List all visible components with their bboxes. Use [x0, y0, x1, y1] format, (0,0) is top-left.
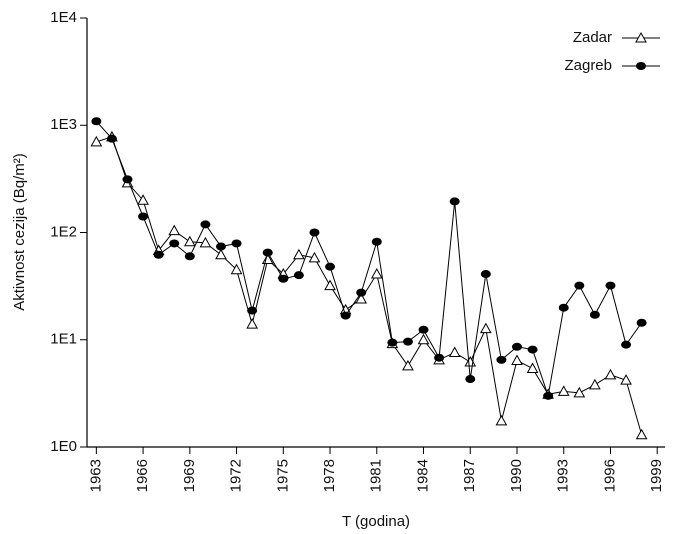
x-tick-label: 1990 [508, 459, 525, 492]
marker [543, 391, 554, 400]
marker [558, 303, 569, 312]
marker [200, 220, 211, 229]
marker [418, 325, 429, 334]
marker [106, 134, 117, 143]
marker [480, 270, 491, 279]
marker [387, 338, 398, 347]
marker [495, 414, 508, 426]
marker [246, 318, 258, 329]
marker [138, 212, 149, 221]
marker [168, 224, 181, 236]
series-line [96, 136, 643, 435]
marker [605, 281, 616, 290]
marker [604, 368, 617, 380]
x-tick-label: 1963 [87, 459, 104, 492]
x-tick-label: 1975 [274, 459, 291, 492]
marker [324, 279, 336, 291]
marker [371, 237, 382, 246]
marker [573, 386, 586, 398]
marker [496, 355, 507, 364]
x-tick-label: 1972 [228, 459, 245, 492]
marker [356, 288, 367, 297]
marker [465, 375, 476, 384]
marker [137, 194, 149, 205]
y-tick-label: 1E1 [50, 331, 77, 348]
marker [90, 135, 103, 147]
y-tick-label: 1E3 [50, 116, 77, 133]
marker [355, 292, 368, 304]
marker [527, 345, 538, 354]
marker [635, 428, 648, 440]
marker [169, 239, 180, 248]
marker [635, 31, 647, 43]
marker [91, 117, 102, 126]
y-tick-label: 1E4 [50, 9, 77, 26]
marker [402, 337, 413, 346]
marker [589, 310, 600, 319]
marker [636, 62, 646, 70]
marker [370, 267, 383, 279]
series-line [95, 120, 643, 396]
marker [417, 333, 430, 345]
marker [340, 311, 351, 320]
marker [325, 262, 336, 271]
x-tick-label: 1987 [461, 459, 478, 492]
y-tick-label: 1E2 [50, 223, 77, 240]
legend-label: Zadar [573, 29, 612, 46]
x-tick-label: 1999 [648, 459, 665, 492]
marker [574, 281, 585, 290]
marker [184, 252, 195, 261]
marker [449, 197, 460, 206]
marker [526, 362, 539, 373]
marker [621, 340, 632, 349]
x-tick-label: 1993 [555, 459, 572, 492]
x-tick-label: 1984 [414, 459, 431, 492]
marker [215, 248, 227, 260]
x-tick-label: 1966 [134, 459, 151, 492]
marker [434, 353, 445, 362]
marker [308, 251, 321, 263]
x-axis-label: T (godina) [342, 513, 410, 530]
x-tick-label: 1969 [181, 459, 198, 492]
x-tick-label: 1981 [368, 459, 385, 492]
marker [199, 236, 212, 248]
marker [215, 242, 226, 251]
marker [153, 250, 164, 259]
marker [402, 359, 414, 371]
marker [278, 274, 289, 283]
marker [636, 318, 647, 327]
legend-label: Zagreb [564, 57, 612, 74]
marker [620, 374, 632, 385]
marker [589, 378, 601, 390]
marker [247, 306, 258, 315]
marker [230, 263, 243, 275]
marker [262, 248, 273, 257]
marker [231, 239, 242, 248]
marker [293, 271, 304, 280]
marker [511, 354, 523, 366]
marker [309, 228, 320, 237]
y-tick-label: 1E0 [50, 438, 77, 455]
x-tick-label: 1978 [321, 459, 338, 492]
marker [293, 248, 305, 260]
y-axis-label: Aktivnost cezija (Bq/m²) [11, 153, 28, 311]
x-tick-label: 1996 [601, 459, 618, 492]
marker [448, 346, 461, 358]
marker [479, 322, 492, 334]
marker [511, 342, 522, 351]
marker [122, 175, 133, 184]
marker [183, 235, 196, 247]
marker [557, 385, 570, 396]
